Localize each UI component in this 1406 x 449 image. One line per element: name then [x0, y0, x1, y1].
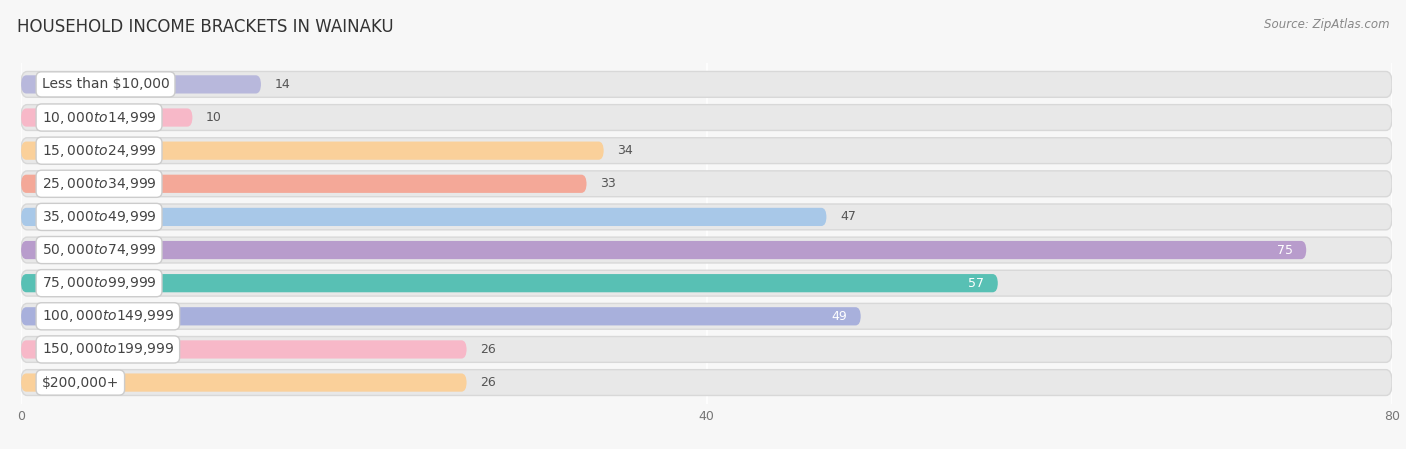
Text: $75,000 to $99,999: $75,000 to $99,999 — [42, 275, 156, 291]
Text: $50,000 to $74,999: $50,000 to $74,999 — [42, 242, 156, 258]
Text: $150,000 to $199,999: $150,000 to $199,999 — [42, 341, 174, 357]
FancyBboxPatch shape — [21, 175, 586, 193]
Text: 33: 33 — [600, 177, 616, 190]
FancyBboxPatch shape — [21, 237, 1392, 263]
FancyBboxPatch shape — [21, 336, 1392, 362]
Text: $100,000 to $149,999: $100,000 to $149,999 — [42, 308, 174, 324]
Text: 26: 26 — [481, 343, 496, 356]
FancyBboxPatch shape — [21, 171, 1392, 197]
Text: HOUSEHOLD INCOME BRACKETS IN WAINAKU: HOUSEHOLD INCOME BRACKETS IN WAINAKU — [17, 18, 394, 36]
Text: 75: 75 — [1277, 243, 1292, 256]
Text: 47: 47 — [841, 211, 856, 224]
FancyBboxPatch shape — [21, 204, 1392, 230]
Text: 26: 26 — [481, 376, 496, 389]
Text: $10,000 to $14,999: $10,000 to $14,999 — [42, 110, 156, 126]
Text: 10: 10 — [207, 111, 222, 124]
Text: Source: ZipAtlas.com: Source: ZipAtlas.com — [1264, 18, 1389, 31]
FancyBboxPatch shape — [21, 138, 1392, 163]
FancyBboxPatch shape — [21, 241, 1306, 259]
Text: $35,000 to $49,999: $35,000 to $49,999 — [42, 209, 156, 225]
FancyBboxPatch shape — [21, 71, 1392, 97]
Text: 57: 57 — [969, 277, 984, 290]
Text: Less than $10,000: Less than $10,000 — [42, 77, 169, 92]
FancyBboxPatch shape — [21, 274, 998, 292]
Text: $25,000 to $34,999: $25,000 to $34,999 — [42, 176, 156, 192]
Text: $200,000+: $200,000+ — [42, 375, 120, 390]
Text: $15,000 to $24,999: $15,000 to $24,999 — [42, 143, 156, 158]
FancyBboxPatch shape — [21, 374, 467, 392]
FancyBboxPatch shape — [21, 108, 193, 127]
FancyBboxPatch shape — [21, 340, 467, 359]
FancyBboxPatch shape — [21, 370, 1392, 396]
FancyBboxPatch shape — [21, 75, 262, 93]
FancyBboxPatch shape — [21, 270, 1392, 296]
FancyBboxPatch shape — [21, 307, 860, 326]
FancyBboxPatch shape — [21, 105, 1392, 131]
FancyBboxPatch shape — [21, 141, 603, 160]
FancyBboxPatch shape — [21, 208, 827, 226]
Text: 49: 49 — [831, 310, 846, 323]
Text: 14: 14 — [274, 78, 291, 91]
Text: 34: 34 — [617, 144, 633, 157]
FancyBboxPatch shape — [21, 304, 1392, 329]
